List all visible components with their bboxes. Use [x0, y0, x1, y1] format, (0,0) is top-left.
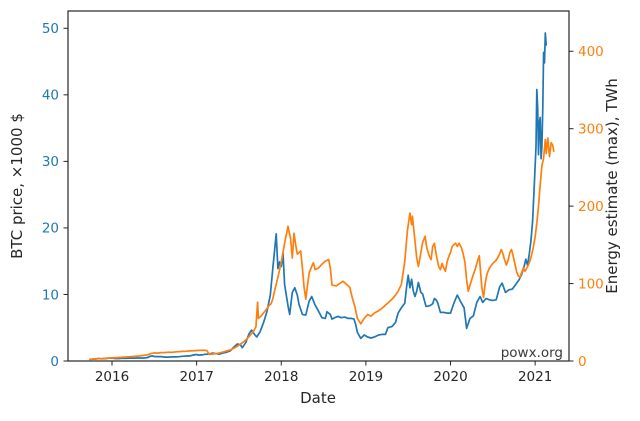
- right-tick-label: 200: [578, 199, 604, 215]
- left-tick-label: 20: [42, 221, 59, 237]
- x-tick-label: 2020: [433, 369, 467, 385]
- right-axis-label: Energy estimate (max), TWh: [603, 78, 621, 294]
- right-tick-label: 0: [578, 354, 587, 370]
- x-tick-label: 2021: [518, 369, 552, 385]
- left-tick-label: 40: [42, 88, 59, 104]
- watermark: powx.org: [500, 345, 563, 361]
- right-tick-label: 100: [578, 276, 604, 292]
- x-tick-label: 2016: [95, 369, 129, 385]
- right-tick-label: 300: [578, 121, 604, 137]
- plot-border: [67, 10, 570, 362]
- btc-price-line: [89, 32, 548, 361]
- left-axis-label: BTC price, ×1000 $: [8, 113, 26, 259]
- right-tick-label: 400: [578, 44, 604, 60]
- left-tick-label: 0: [50, 354, 59, 370]
- energy-estimate-max--line: [89, 137, 555, 361]
- x-tick-label: 2017: [179, 369, 213, 385]
- x-tick-label: 2019: [349, 369, 383, 385]
- x-axis-label: Date: [300, 389, 336, 407]
- left-tick-label: 10: [42, 287, 59, 303]
- left-tick-label: 30: [42, 154, 59, 170]
- x-tick-label: 2018: [264, 369, 298, 385]
- left-tick-label: 50: [42, 21, 59, 37]
